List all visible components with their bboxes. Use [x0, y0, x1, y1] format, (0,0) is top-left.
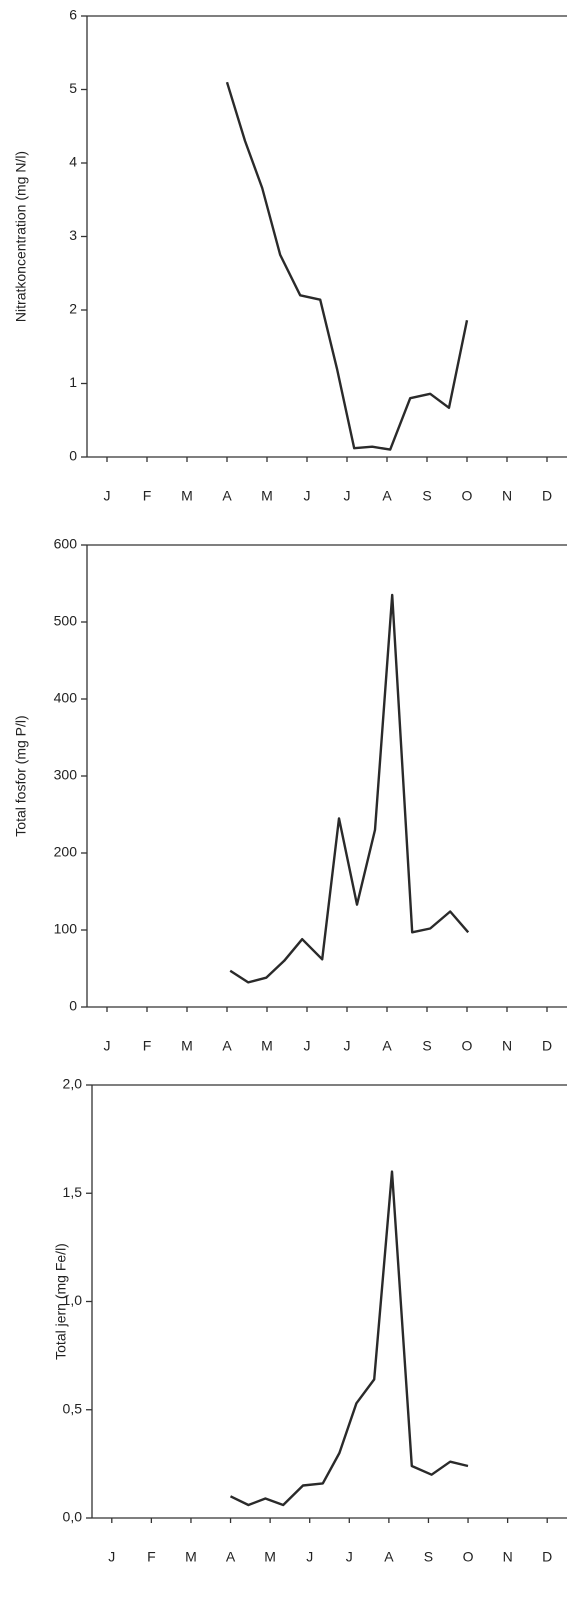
y-tick-label: 6 [69, 7, 77, 23]
x-tick-label: J [104, 488, 111, 504]
x-tick-label: J [306, 1549, 313, 1565]
y-tick-label: 2,0 [63, 1076, 83, 1092]
x-tick-label: A [222, 1038, 232, 1054]
y-tick-label: 100 [54, 921, 78, 937]
data-line [229, 1170, 469, 1507]
x-tick-label: M [181, 1038, 193, 1054]
x-tick-label: S [422, 488, 431, 504]
x-tick-label: J [346, 1549, 353, 1565]
data-line [229, 593, 470, 984]
x-tick-label: O [462, 488, 473, 504]
y-axis-label: Total fosfor (mg P/l) [13, 715, 29, 836]
x-tick-label: O [462, 1038, 473, 1054]
x-tick-label: J [108, 1549, 115, 1565]
x-tick-label: D [542, 1549, 552, 1565]
x-tick-label: F [147, 1549, 156, 1565]
x-tick-label: M [261, 488, 273, 504]
y-tick-label: 0,0 [63, 1509, 83, 1525]
x-tick-label: S [424, 1549, 433, 1565]
x-tick-label: J [304, 488, 311, 504]
x-tick-label: A [222, 488, 232, 504]
y-tick-label: 4 [69, 154, 77, 170]
x-tick-label: N [502, 1038, 512, 1054]
x-tick-label: J [344, 488, 351, 504]
x-tick-label: A [226, 1549, 236, 1565]
y-tick-label: 3 [69, 227, 77, 243]
x-tick-label: J [344, 1038, 351, 1054]
x-tick-label: M [181, 488, 193, 504]
x-tick-label: F [143, 488, 152, 504]
x-tick-label: J [304, 1038, 311, 1054]
x-tick-label: M [185, 1549, 197, 1565]
data-line [225, 81, 469, 451]
x-tick-label: M [261, 1038, 273, 1054]
x-tick-label: S [422, 1038, 431, 1054]
y-tick-label: 0 [69, 998, 77, 1014]
y-tick-label: 1,5 [63, 1184, 83, 1200]
x-tick-label: A [382, 488, 392, 504]
y-tick-label: 0,5 [63, 1400, 83, 1416]
y-axis-label: Total jern (mg Fe/l) [53, 1243, 69, 1360]
y-tick-label: 300 [54, 767, 78, 783]
x-tick-label: N [503, 1549, 513, 1565]
x-tick-label: F [143, 1038, 152, 1054]
y-tick-label: 1,0 [63, 1292, 83, 1308]
x-tick-label: A [384, 1549, 394, 1565]
x-tick-label: A [382, 1038, 392, 1054]
x-tick-label: O [463, 1549, 474, 1565]
y-tick-label: 600 [54, 536, 78, 552]
y-tick-label: 200 [54, 844, 78, 860]
y-tick-label: 1 [69, 374, 77, 390]
y-tick-label: 400 [54, 690, 78, 706]
x-tick-label: M [264, 1549, 276, 1565]
x-tick-label: D [542, 1038, 552, 1054]
y-tick-label: 0 [69, 448, 77, 464]
y-tick-label: 500 [54, 613, 78, 629]
x-tick-label: J [104, 1038, 111, 1054]
y-axis-label: Nitratkoncentration (mg N/l) [13, 151, 29, 322]
x-tick-label: N [502, 488, 512, 504]
x-tick-label: D [542, 488, 552, 504]
y-tick-label: 5 [69, 80, 77, 96]
y-tick-label: 2 [69, 301, 77, 317]
